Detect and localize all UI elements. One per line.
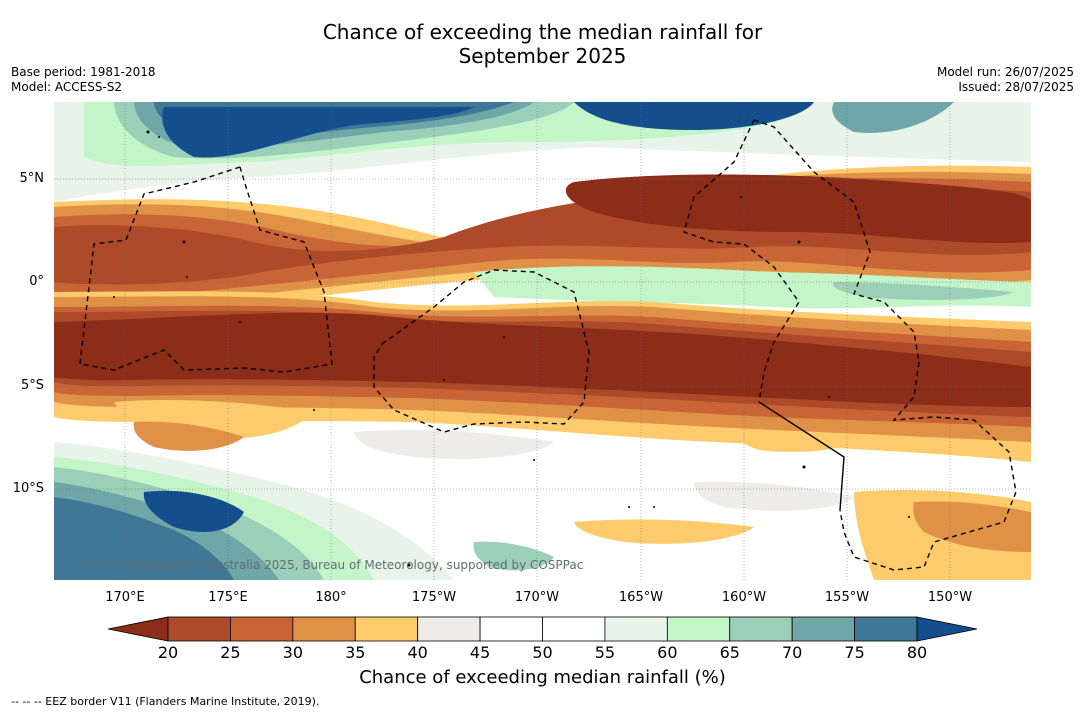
colorbar-segment — [230, 616, 294, 642]
colorbar-segment — [729, 616, 793, 642]
lon-label-170e: 170°E — [105, 590, 145, 605]
lon-label-160w: 160°W — [721, 590, 767, 605]
map-canvas — [54, 102, 1031, 580]
lon-label-155w: 155°W — [824, 590, 870, 605]
colorbar-tick-label: 80 — [906, 643, 928, 662]
title-line-1: Chance of exceeding the median rainfall … — [322, 20, 763, 44]
base-period: Base period: 1981-2018 — [11, 65, 156, 79]
lat-label-5s: 5°S — [20, 378, 44, 393]
colorbar-extend-low — [107, 616, 169, 642]
colorbar-segment — [167, 616, 231, 642]
lat-label-5n: 5°N — [19, 171, 45, 186]
colorbar — [107, 616, 978, 642]
colorbar-tick-label: 35 — [345, 643, 366, 662]
eez-footnote: -- -- -- EEZ border V11 (Flanders Marine… — [11, 695, 320, 708]
lon-label-175w: 175°W — [411, 590, 457, 605]
issued-date: Issued: 28/07/2025 — [958, 80, 1074, 94]
colorbar-tick-label: 75 — [844, 643, 865, 662]
lon-label-170w: 170°W — [514, 590, 560, 605]
colorbar-label: Chance of exceeding median rainfall (%) — [359, 667, 726, 688]
rainfall-map[interactable] — [54, 102, 1031, 580]
colorbar-segment — [666, 616, 731, 642]
copyright-notice: © Commonwealth of Australia 2025, Bureau… — [78, 558, 584, 572]
title-line-2: September 2025 — [458, 44, 627, 68]
colorbar-tick-label: 30 — [282, 643, 303, 662]
model-name: Model: ACCESS-S2 — [11, 80, 123, 94]
meta-right: Model run: 26/07/2025 Issued: 28/07/2025 — [937, 65, 1074, 95]
colorbar-tick-label: 45 — [469, 643, 491, 662]
meta-left: Base period: 1981-2018 Model: ACCESS-S2 — [11, 65, 156, 95]
colorbar-tick-label: 70 — [781, 643, 803, 662]
lon-label-175e: 175°E — [208, 590, 248, 605]
lon-label-150w: 150°W — [927, 590, 973, 605]
colorbar-segment — [791, 616, 855, 642]
colorbar-segment — [292, 616, 356, 642]
colorbar-segment — [604, 616, 668, 642]
lat-label-0: 0° — [29, 274, 44, 289]
lat-label-10s: 10°S — [12, 481, 44, 496]
colorbar-segment — [354, 616, 419, 642]
model-run: Model run: 26/07/2025 — [936, 65, 1074, 79]
colorbar-tick-label: 60 — [657, 643, 678, 662]
colorbar-tick-label: 40 — [407, 643, 428, 662]
chart-title: Chance of exceeding the median rainfall … — [0, 20, 1085, 68]
colorbar-tick-label: 65 — [719, 643, 740, 662]
colorbar-segment — [479, 616, 543, 642]
lon-label-180: 180° — [315, 590, 347, 605]
colorbar-tick-label: 20 — [157, 643, 179, 662]
colorbar-segment — [854, 616, 918, 642]
lon-label-165w: 165°W — [618, 590, 664, 605]
colorbar-tick-label: 25 — [220, 643, 241, 662]
colorbar-extend-high — [916, 616, 978, 642]
colorbar-tick-label: 55 — [594, 643, 616, 662]
colorbar-segment — [542, 616, 606, 642]
colorbar-segment — [417, 616, 481, 642]
colorbar-tick-label: 50 — [532, 643, 553, 662]
